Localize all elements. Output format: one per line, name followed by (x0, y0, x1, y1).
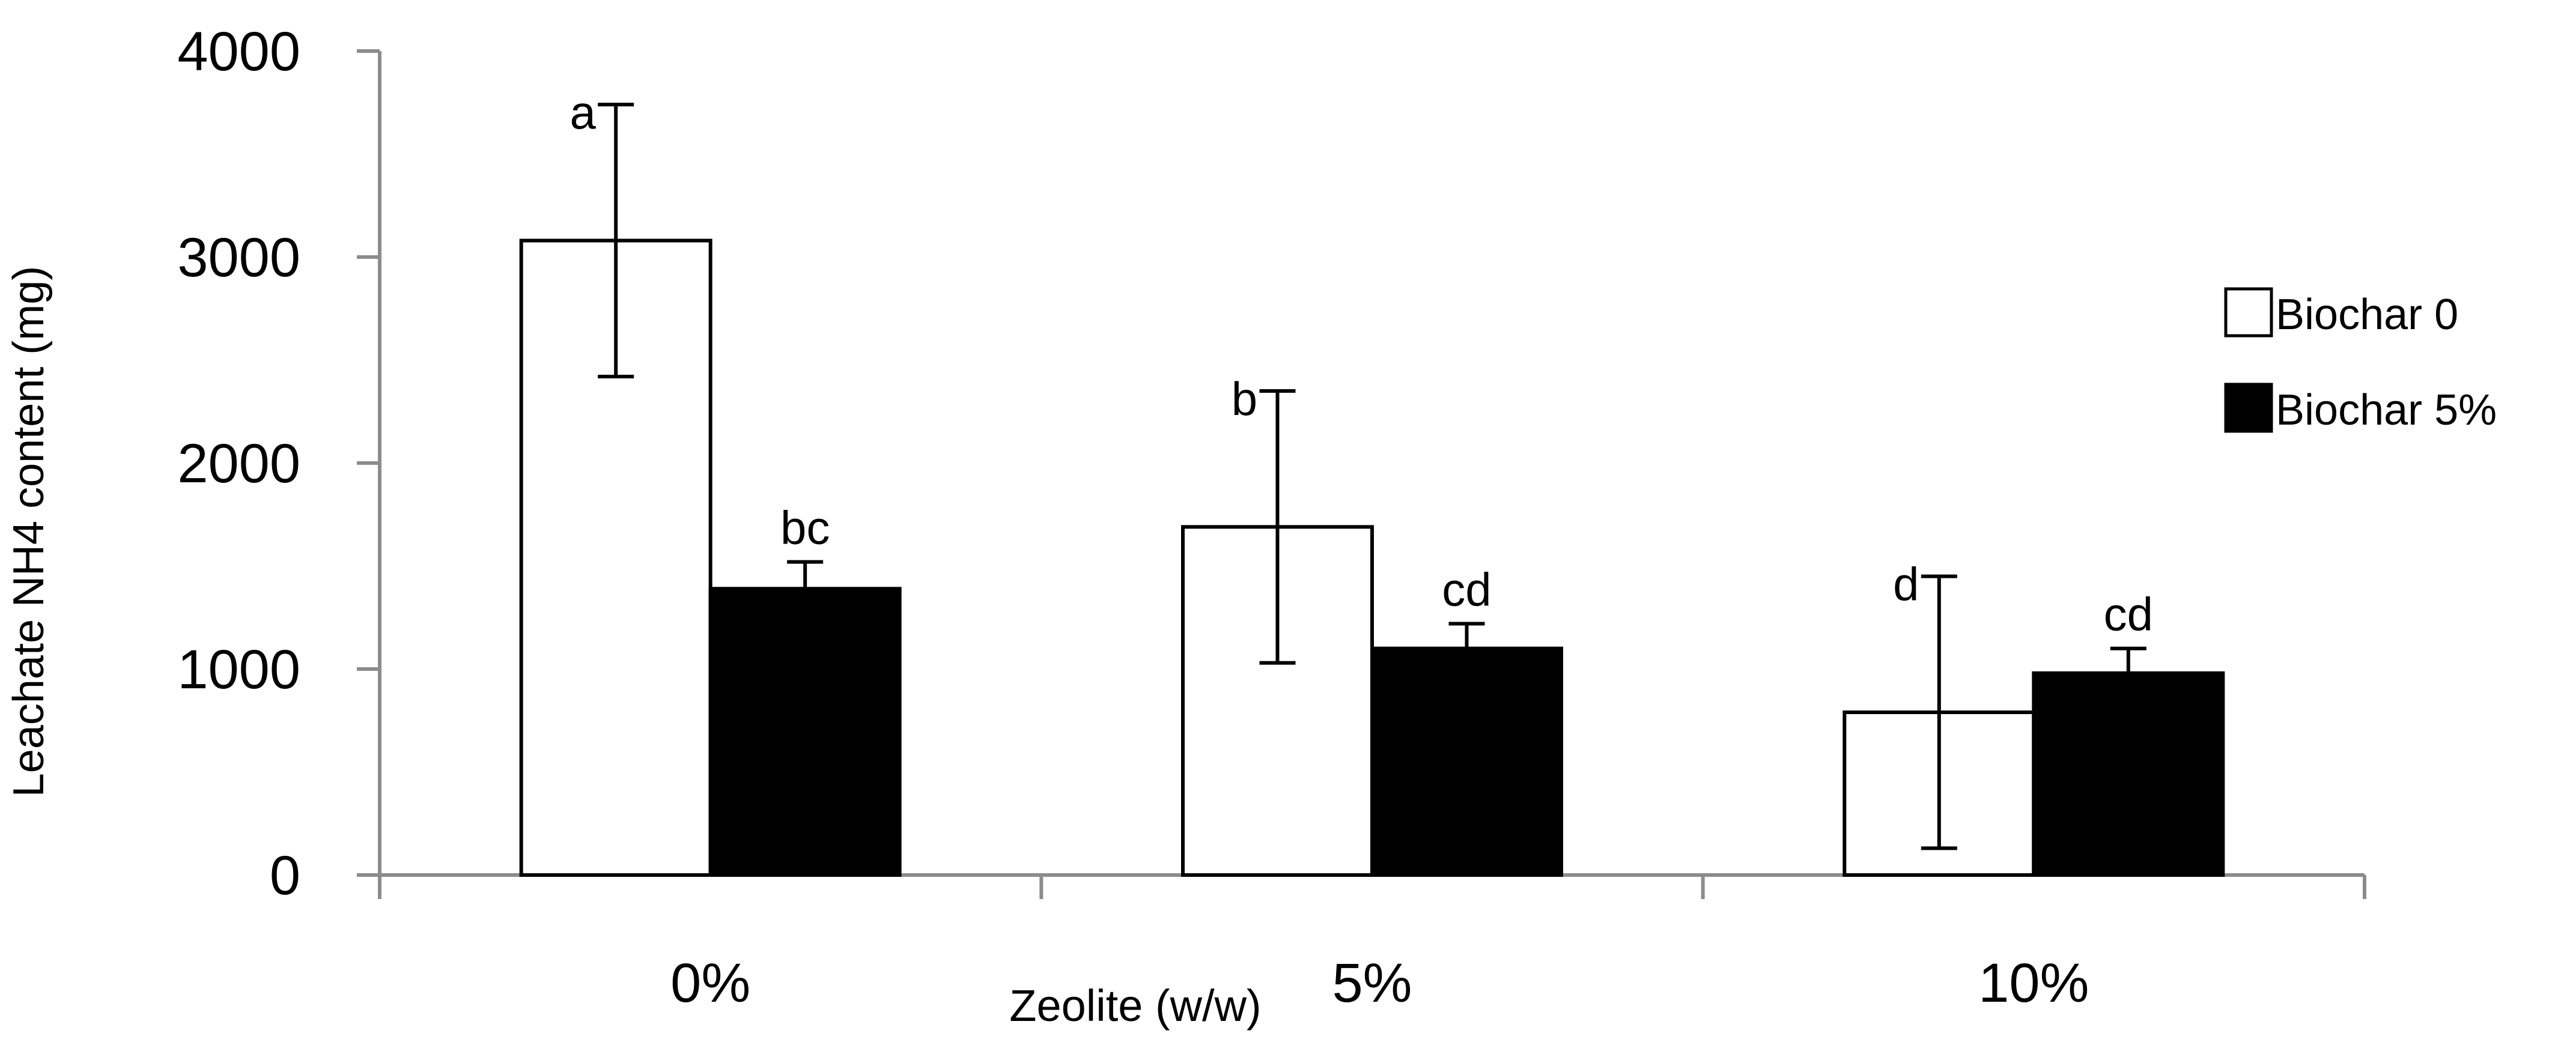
bar (1370, 646, 1563, 877)
x-tick-label: 5% (1332, 953, 1412, 1014)
legend: Biochar 0 Biochar 5% (2224, 287, 2497, 434)
bars (519, 238, 2225, 877)
significance-letter: b (1232, 372, 1257, 425)
tick-labels: 0 1000 2000 3000 4000 0% 5% 10% (177, 21, 2089, 1014)
bar (2032, 671, 2225, 877)
significance-letter: d (1893, 558, 1919, 611)
error-bars (598, 103, 2146, 850)
x-axis-title: Zeolite (w/w) (1009, 981, 1261, 1031)
x-tick-label: 0% (670, 953, 750, 1014)
significance-letter: a (570, 86, 596, 139)
legend-item-biochar-0: Biochar 0 (2224, 287, 2458, 339)
significance-letter: cd (2104, 588, 2153, 641)
legend-swatch-biochar-5 (2224, 383, 2273, 433)
significance-letter: cd (1442, 563, 1491, 616)
significance-letter: bc (780, 501, 830, 554)
bar (708, 587, 902, 877)
legend-item-biochar-5: Biochar 5% (2224, 383, 2497, 434)
x-tick-label: 10% (1978, 953, 2089, 1014)
legend-label-biochar-5: Biochar 5% (2276, 386, 2497, 434)
y-tick-label: 2000 (177, 433, 300, 494)
legend-label-biochar-0: Biochar 0 (2276, 291, 2458, 339)
y-tick-label: 0 (270, 845, 300, 906)
y-tick-label: 4000 (177, 21, 300, 82)
y-tick-label: 1000 (177, 639, 300, 700)
legend-swatch-biochar-0 (2224, 287, 2273, 338)
significance-letters: a b d bc cd cd (570, 86, 2153, 641)
y-axis-title: Leachate NH4 content (mg) (5, 266, 53, 797)
y-tick-label: 3000 (177, 227, 300, 288)
